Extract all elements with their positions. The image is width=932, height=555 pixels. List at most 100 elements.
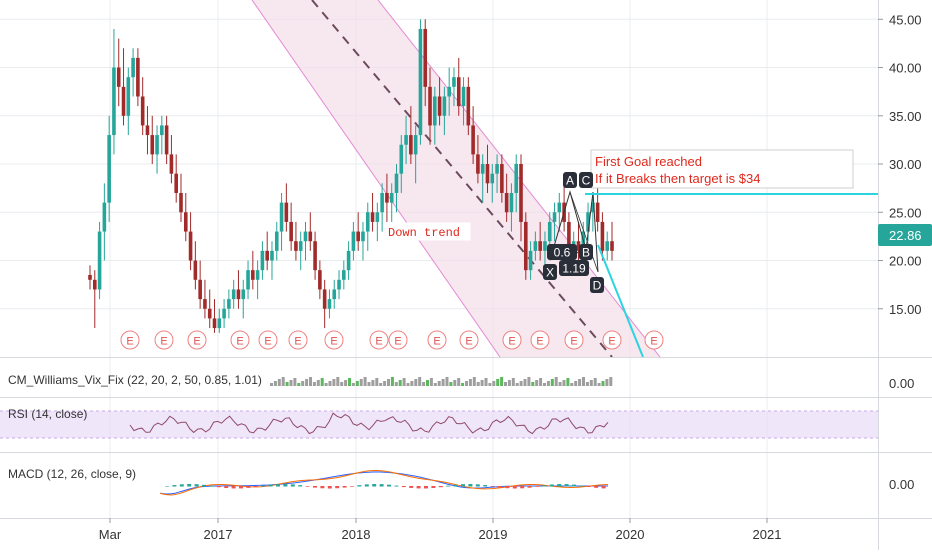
candle-body [557,202,562,213]
vix-bar [437,381,441,386]
earnings-icon [459,330,479,350]
vix-bar [566,378,570,386]
macd-histogram-bar [468,484,473,487]
vix-bar [527,377,531,386]
macd-histogram-bar [283,484,288,487]
annotation-down-trend: Down trend [383,222,471,241]
earnings-icon [388,330,408,350]
earnings-icon-label: E [508,336,515,348]
candle-body [308,231,313,242]
candle-body [97,231,102,290]
candle-body [409,135,413,155]
earnings-icon [502,330,522,350]
candle-body [236,289,241,300]
candle-body [246,270,250,290]
earnings-icon-label: E [608,336,615,348]
vix-axis-label: 0.00 [889,376,914,391]
candle-body [413,135,418,155]
candle-body [418,28,423,136]
candle-body [332,289,337,300]
candle-body [595,202,600,222]
target-lines [585,193,878,358]
candle-body [116,67,121,87]
macd-histogram-bar [364,484,369,487]
candle-body [198,279,202,300]
candle-body [107,135,111,203]
candle-body [404,135,408,145]
harmonic-label-box [579,172,593,188]
candle-body [370,212,375,222]
candle-body [514,164,519,193]
price-tick-label: 25.00 [889,205,922,220]
candle-body [346,250,351,271]
candle-body [174,173,179,193]
vix-bar [371,380,375,386]
macd-histogram-bar [490,486,495,487]
macd-histogram-bar [305,486,310,487]
time-axis[interactable]: Mar 2017 2018 2019 2020 2021 [99,518,782,542]
vix-bar [398,380,402,386]
macd-histogram-bar [446,485,451,487]
candle-body [394,173,399,193]
vix-bar [515,383,519,386]
vix-bar [336,377,340,386]
candle-body [289,221,293,242]
macd-legend[interactable]: MACD (12, 26, close, 9) [8,467,136,481]
vix-bar [589,380,593,386]
vix-bar [539,378,543,386]
macd-panel [159,469,609,496]
rsi-legend[interactable]: RSI (14, close) [8,407,87,421]
harmonic-label: X [546,266,554,280]
macd-histogram-bar [557,484,562,487]
vix-fix-legend[interactable]: CM_Williams_Vix_Fix (22, 20, 2, 50, 0.85… [8,373,262,387]
candle-body [265,250,269,261]
vix-bar [523,379,527,386]
harmonic-label: B [582,246,590,260]
vix-bar [531,382,535,386]
vix-bar [348,378,351,386]
candle-body [423,28,428,87]
last-price-label: 22.86 [889,228,922,243]
macd-histogram-bar [379,484,384,487]
annotation-first-goal: First Goal reached If it Breaks then tar… [590,149,854,189]
candle-body [169,154,174,174]
vix-bar [324,383,328,386]
price-axis[interactable]: 45.00 40.00 35.00 30.00 25.00 20.00 15.00 [878,12,922,317]
vix-bar [546,381,550,386]
earnings-icon [324,330,344,350]
candle-body [528,250,533,271]
candle-body [504,192,509,213]
vix-bar [441,379,445,386]
candle-body [251,270,255,280]
vix-bar [496,379,500,386]
harmonic-label-box [547,244,577,260]
candle-body [356,231,360,242]
vix-bar [332,379,336,386]
earnings-icon-label: E [294,336,301,348]
candle-body [591,202,595,213]
candle-body [92,279,97,290]
macd-histogram-bar [549,484,554,487]
candle-body [102,202,107,232]
macd-histogram-bar [394,485,399,487]
earnings-icon [187,330,207,350]
earnings-icon [154,330,174,350]
vix-bar [418,377,422,386]
macd-histogram-bar [594,486,599,488]
harmonic-label-box [563,172,577,188]
harmonic-labels: X A B C D 0.6 1.19 [543,172,604,293]
first-goal-label: First Goal reached [595,154,702,169]
macd-histogram-bar [401,486,406,488]
vix-bar [574,381,578,386]
candle-body [586,212,590,232]
vix-bar [402,378,406,386]
time-tick-label: 2019 [479,527,508,542]
earnings-icon [288,330,308,350]
macd-histogram-bar [483,485,488,487]
candle-body [217,318,222,329]
vix-bar [309,377,312,386]
candle-body [361,231,365,242]
earnings-icon-label: E [193,336,200,348]
